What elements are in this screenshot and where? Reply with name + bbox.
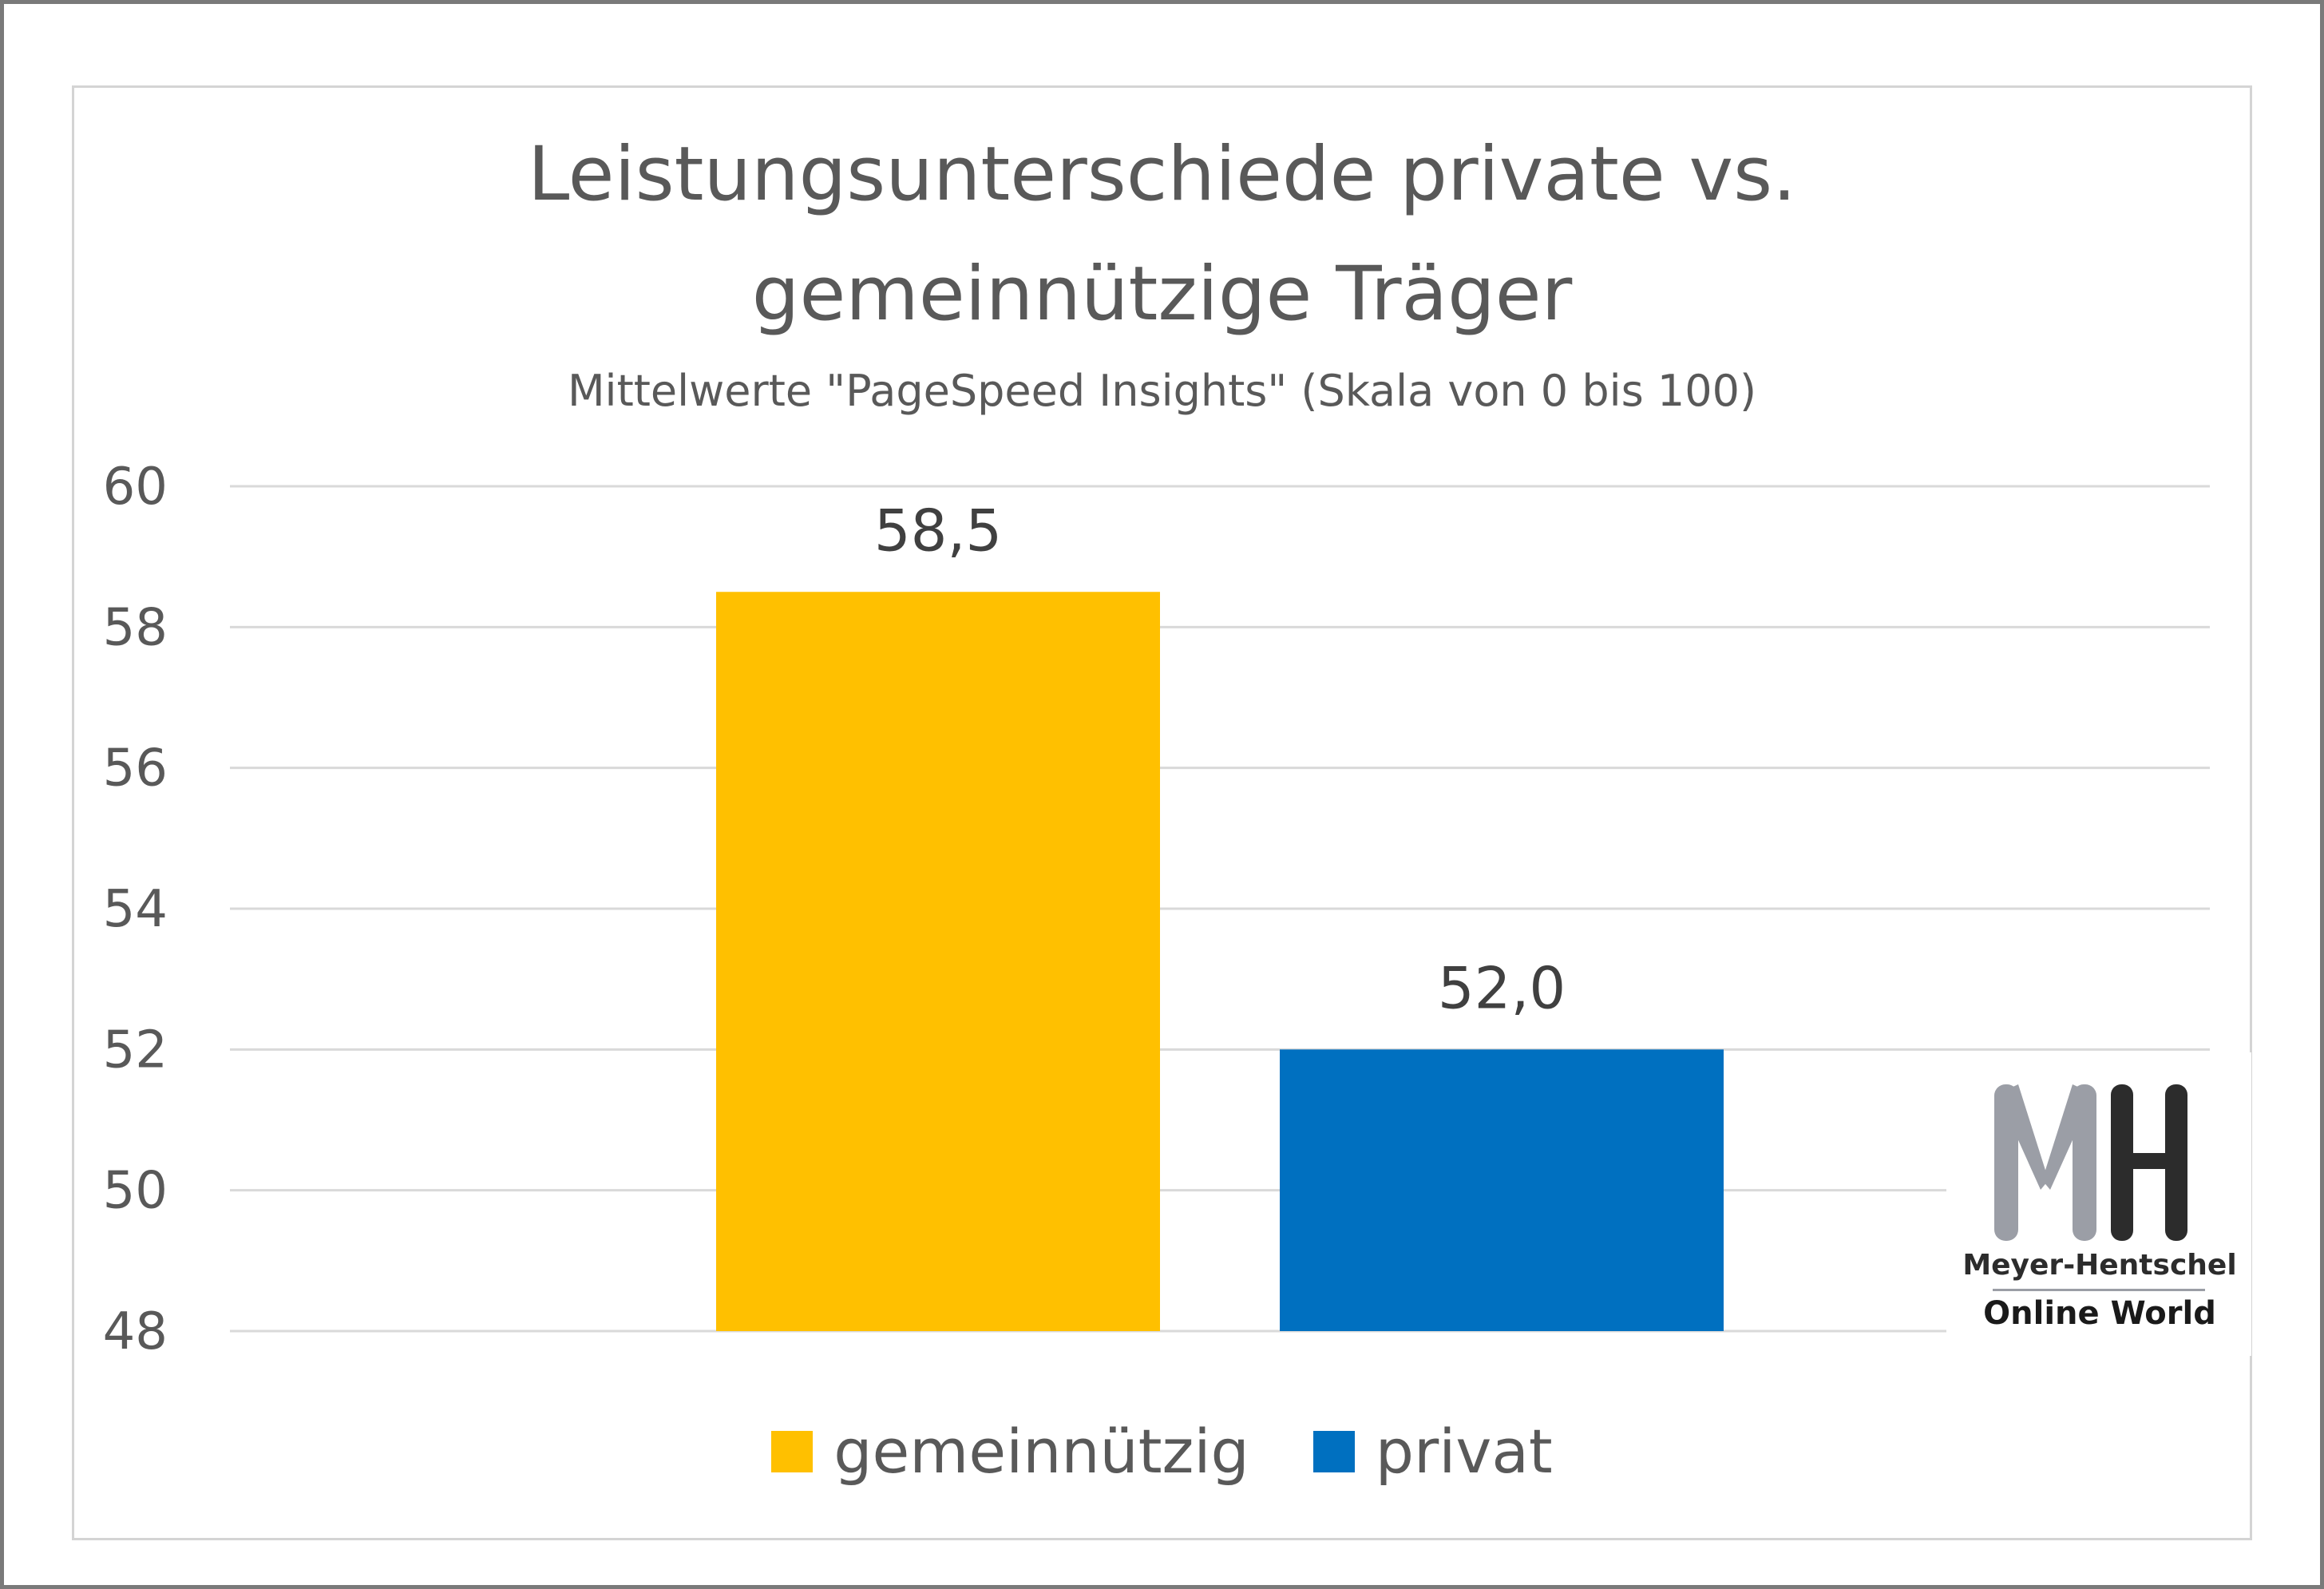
- chart-title-line-1: Leistungsunterschiede private vs.: [527, 131, 1797, 218]
- chart-subtitle: Mittelwerte "PageSpeed Insights" (Skala …: [567, 366, 1757, 416]
- y-tick-label: 60: [103, 458, 168, 517]
- company-logo: Meyer-Hentschel Online World: [1948, 1052, 2251, 1356]
- legend-label-gemeinnuetzig: gemeinnützig: [833, 1416, 1249, 1487]
- y-tick-label: 52: [103, 1020, 168, 1080]
- y-tick-label: 58: [103, 598, 168, 657]
- logo-divider: [1993, 1289, 2205, 1291]
- legend-label-privat: privat: [1375, 1416, 1553, 1487]
- chart-area: [72, 85, 2252, 1540]
- data-label-gemeinnuetzig: 58,5: [874, 497, 1002, 564]
- legend-item-gemeinnuetzig: gemeinnützig: [771, 1421, 1249, 1482]
- y-tick-label: 50: [103, 1162, 168, 1221]
- chart-title-line-2: gemeinnützige Träger: [751, 251, 1573, 338]
- y-tick-label: 48: [103, 1302, 168, 1361]
- legend-swatch-gemeinnuetzig: [771, 1431, 814, 1472]
- chart-legend: gemeinnützig privat: [0, 1421, 2324, 1482]
- y-tick-label: 56: [103, 739, 168, 798]
- logo-text-company: Meyer-Hentschel: [1962, 1249, 2237, 1282]
- mh-logo-icon: [1994, 1084, 2187, 1241]
- legend-swatch-privat: [1312, 1431, 1355, 1472]
- logo-text-tagline: Online World: [1983, 1295, 2216, 1332]
- bar-privat: [1280, 1049, 1724, 1331]
- legend-item-privat: privat: [1312, 1416, 1553, 1487]
- y-tick-label: 54: [103, 880, 168, 939]
- data-label-privat: 52,0: [1438, 954, 1566, 1021]
- bar-gemeinnuetzig: [716, 592, 1160, 1331]
